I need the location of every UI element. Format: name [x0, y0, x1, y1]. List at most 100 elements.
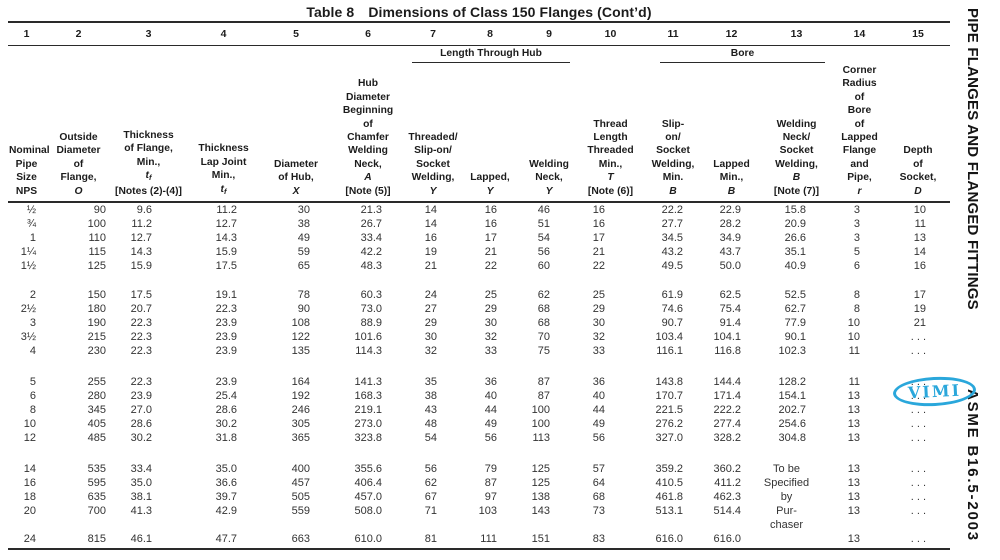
table-cell: 59 — [297, 246, 310, 258]
table-cell: 5 — [29, 376, 36, 388]
table-cell: 11 — [848, 376, 860, 388]
table-cell: 22.3 — [130, 331, 152, 343]
table-cell: 400 — [291, 463, 310, 475]
table-cell: 406.4 — [354, 477, 382, 489]
table-cell: 635 — [87, 491, 106, 503]
table-cell: 91.4 — [719, 317, 741, 329]
table-cell: 1¼ — [20, 246, 36, 258]
table-cell: 559 — [291, 505, 310, 517]
table-cell: 41.3 — [130, 505, 152, 517]
table-cell: 141.3 — [354, 376, 382, 388]
row-group-gap-cell — [8, 358, 950, 375]
table-cell: 273.0 — [354, 418, 382, 430]
table-cell: 87 — [537, 390, 550, 402]
table-cell: . . . — [910, 463, 926, 475]
table-cell: 116.1 — [656, 345, 683, 357]
table-cell: 90.7 — [661, 317, 683, 329]
table-cell: 12.7 — [130, 232, 152, 244]
table-cell: 13 — [847, 418, 860, 430]
table-cell: 24 — [424, 289, 437, 301]
table-cell: 327.0 — [655, 432, 683, 444]
table-cell: 22.3 — [215, 303, 237, 315]
table-cell — [406, 518, 460, 532]
table-cell: 116.8 — [714, 345, 741, 357]
table-cell: 56 — [592, 432, 605, 444]
table-cell: 180 — [87, 303, 106, 315]
table-body: ½ 90 9.6 11.2 30 21.3 14 16 46 16 22.2 22.9 15.8 3 10 ¾… — [8, 202, 950, 550]
table-cell: 410.5 — [655, 477, 683, 489]
table-cell: 40 — [484, 390, 497, 402]
table-cell: 35 — [424, 376, 437, 388]
table-cell: 1 — [29, 232, 36, 244]
table-row: 8 345 27.0 28.6 246 219.1 43 44 100 44 221.5 222.2 2… — [8, 403, 950, 417]
table-cell — [8, 518, 45, 532]
table-cell: 29 — [484, 303, 497, 315]
row-group-gap — [8, 445, 950, 462]
table-cell: 44 — [592, 404, 605, 416]
table-cell: 23.9 — [215, 317, 237, 329]
table-cell: 111 — [460, 532, 520, 550]
table-cell: 30.2 — [215, 418, 237, 430]
header-thickness-flange: Thickness of Flange, Min., tf [Notes (2)-(4)… — [112, 45, 185, 203]
table-cell: 49 — [297, 232, 310, 244]
table-cell: 34.9 — [719, 232, 741, 244]
table-cell: 68 — [592, 491, 605, 503]
table-cell: 38 — [297, 218, 310, 230]
column-number: 5 — [262, 21, 330, 46]
table-row: 24 815 46.1 47.7 663 610.0 81 111 151 83 616.0 616.… — [8, 532, 950, 550]
table-cell: 222.2 — [713, 404, 741, 416]
table-cell: 135 — [291, 345, 310, 357]
table-cell: 27.7 — [661, 218, 683, 230]
table-cell: 115 — [88, 246, 106, 258]
table-cell: 87 — [484, 477, 497, 489]
column-number: 9 — [520, 21, 578, 46]
table-cell: 457 — [291, 477, 310, 489]
table-cell: 514.4 — [713, 505, 741, 517]
table-cell: 26.7 — [360, 218, 382, 230]
table-cell: 28.6 — [215, 404, 237, 416]
table-cell: 13 — [847, 404, 860, 416]
table-cell: 461.8 — [655, 491, 683, 503]
table-cell: 19 — [424, 246, 437, 258]
table-cell: 9.6 — [136, 204, 152, 216]
table-cell: 90 — [297, 303, 310, 315]
table-cell: 78 — [297, 289, 310, 301]
table-cell: 60.3 — [360, 289, 382, 301]
table-cell: 11 — [848, 345, 860, 357]
table-cell: 17 — [592, 232, 605, 244]
table-cell: 110 — [88, 232, 106, 244]
table-cell: 51 — [537, 218, 550, 230]
table-row: 10 405 28.6 30.2 305 273.0 48 49 100 49 276.2 277.4… — [8, 417, 950, 431]
column-number: 12 — [703, 21, 760, 46]
table-cell: 73 — [592, 505, 605, 517]
header-length-lapped: Lapped, Y — [460, 45, 520, 203]
table-cell: . . . — [910, 491, 926, 503]
table-cell: 27 — [424, 303, 437, 315]
table-cell: 23.9 — [130, 390, 152, 402]
table-cell: 485 — [87, 432, 106, 444]
column-number: 4 — [185, 21, 262, 46]
table-cell: 4 — [29, 345, 36, 357]
table-cell: 14.3 — [130, 246, 152, 258]
table-cell: 202.7 — [778, 404, 806, 416]
table-cell: 43 — [424, 404, 437, 416]
table-cell: 75.4 — [719, 303, 741, 315]
table-cell: 34.5 — [661, 232, 683, 244]
table-row: 6 280 23.9 25.4 192 168.3 38 40 87 40 170.7 171.4 15… — [8, 389, 950, 403]
table-cell: 138 — [531, 491, 550, 503]
row-group-gap — [8, 273, 950, 288]
table-cell: 328.2 — [713, 432, 741, 444]
table-cell: 154.1 — [778, 390, 806, 402]
table-cell: 36 — [592, 376, 605, 388]
table-cell: 33 — [484, 345, 497, 357]
table-cell: 36.6 — [215, 477, 237, 489]
table-cell: 100 — [531, 418, 550, 430]
table-cell: 355.6 — [354, 463, 382, 475]
table-cell: 32 — [484, 331, 497, 343]
column-header-row: Nominal Pipe Size NPS Outside Diameter of Flan… — [8, 45, 950, 203]
table-cell: 39.7 — [215, 491, 237, 503]
table-cell: 11 — [914, 218, 926, 230]
table-cell: 113 — [532, 432, 550, 444]
table-cell: 90.1 — [784, 331, 806, 343]
header-diameter-of-hub: Diameter of Hub, X — [262, 45, 330, 203]
